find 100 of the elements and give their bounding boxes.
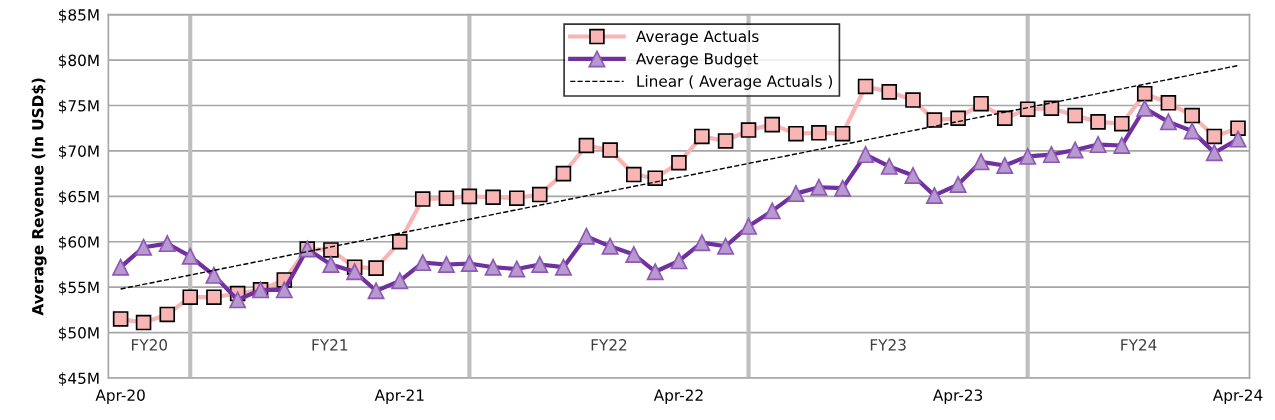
point: [1230, 120, 1246, 137]
point: [531, 255, 549, 273]
annotation: FY21: [312, 339, 348, 351]
point: [509, 190, 525, 206]
point: [1160, 95, 1177, 111]
point: [1090, 114, 1106, 130]
point: [112, 258, 130, 276]
point: [670, 252, 688, 270]
point: [531, 186, 548, 203]
point: [1205, 144, 1223, 162]
point: [857, 78, 874, 95]
point: [601, 237, 619, 255]
point: [671, 154, 687, 171]
point: [1136, 99, 1154, 117]
point: [508, 260, 526, 278]
x-tick-label: Apr-23: [933, 389, 983, 404]
point: [1206, 128, 1223, 145]
point: [626, 166, 642, 183]
point: [206, 289, 222, 305]
point: [1159, 113, 1177, 131]
point: [554, 258, 572, 276]
y-tick-label: $65M: [58, 190, 99, 205]
point: [1113, 137, 1131, 154]
point: [323, 242, 339, 258]
point: [205, 266, 223, 284]
x-tick-label: Apr-21: [374, 389, 424, 404]
point: [834, 179, 852, 197]
point: [647, 170, 664, 186]
legend-label: Linear ( Average Actuals ): [637, 75, 832, 90]
y-tick-label: $45M: [58, 372, 99, 387]
legend-label: Average Actuals: [636, 30, 759, 46]
point: [414, 191, 431, 207]
point: [646, 263, 664, 281]
point: [414, 254, 432, 272]
point: [787, 185, 805, 203]
point: [694, 128, 710, 145]
point: [367, 282, 385, 300]
y-tick-label: $50M: [58, 326, 99, 341]
point: [578, 137, 595, 154]
point: [717, 237, 735, 255]
point: [1229, 130, 1247, 148]
point: [346, 263, 364, 281]
point: [717, 133, 734, 149]
point: [972, 153, 990, 171]
point: [135, 238, 153, 256]
point: [811, 124, 827, 141]
point: [158, 235, 176, 253]
point: [996, 156, 1014, 174]
point: [949, 176, 967, 194]
point: [555, 165, 572, 182]
annotation: FY23: [870, 339, 906, 351]
point: [485, 189, 501, 206]
y-tick-label: $75M: [58, 99, 99, 114]
point: [905, 92, 921, 108]
x-tick-label: Apr-22: [653, 389, 703, 404]
point: [229, 291, 247, 309]
point: [740, 122, 757, 138]
point: [810, 178, 828, 196]
point: [577, 227, 595, 245]
x-tick-label: Apr-20: [95, 389, 145, 404]
point: [1184, 107, 1200, 124]
y-tick-label: $60M: [58, 235, 99, 250]
point: [950, 110, 966, 127]
point: [1042, 146, 1060, 164]
point: [159, 306, 176, 323]
point: [857, 146, 875, 164]
point: [880, 157, 898, 175]
point: [135, 314, 152, 331]
point: [764, 116, 781, 133]
point: [461, 188, 478, 205]
point: [1136, 85, 1153, 102]
point: [437, 255, 455, 273]
point: [788, 125, 804, 142]
point: [1067, 107, 1083, 124]
point: [904, 166, 922, 184]
point: [763, 202, 781, 220]
y-tick-label: $70M: [58, 145, 99, 159]
y-axis-title: Average Revenue (In USD$): [31, 78, 47, 316]
y-tick-label: $80M: [58, 54, 99, 69]
point: [1183, 122, 1201, 140]
legend-label: Average Budget: [636, 52, 759, 68]
point: [625, 246, 643, 263]
point: [1043, 100, 1060, 117]
point: [926, 112, 943, 128]
point: [693, 234, 711, 252]
point: [391, 233, 408, 250]
point: [602, 142, 618, 158]
point: [1089, 136, 1107, 154]
annotation: FY20: [132, 339, 168, 351]
point: [391, 272, 409, 290]
point: [1066, 141, 1084, 159]
point: [275, 281, 293, 299]
point: [1019, 147, 1037, 165]
y-tick-label: $85M: [58, 8, 99, 23]
point: [996, 110, 1013, 127]
point: [368, 260, 384, 276]
annotation: FY24: [1121, 339, 1157, 351]
point: [740, 217, 758, 235]
point: [181, 247, 199, 265]
point: [1019, 101, 1036, 117]
